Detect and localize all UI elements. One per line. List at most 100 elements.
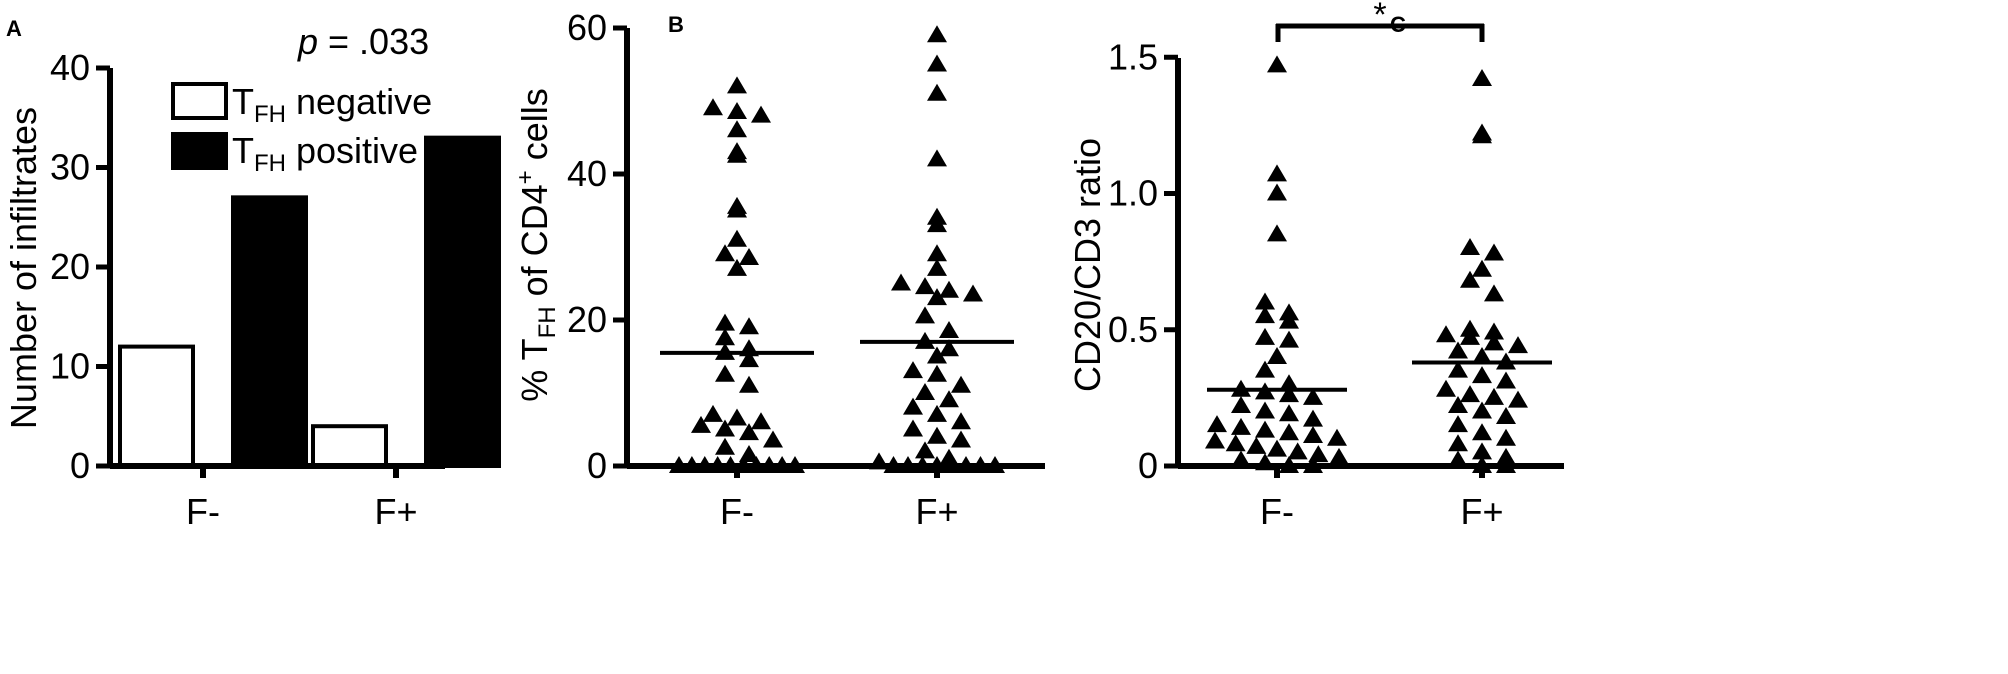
data-point-triangle bbox=[1267, 439, 1287, 457]
data-point-triangle bbox=[727, 76, 747, 94]
data-point-triangle bbox=[1255, 306, 1275, 324]
data-point-triangle bbox=[915, 383, 935, 400]
data-point-triangle bbox=[1448, 434, 1468, 452]
data-point-triangle bbox=[927, 83, 947, 101]
data-point-triangle bbox=[939, 280, 959, 298]
panel-c-points bbox=[1205, 55, 1528, 473]
bar-tfh-positive-0 bbox=[231, 195, 308, 468]
panel-a: p = .033 TFH negative TFH positive 0 10 20… bbox=[3, 21, 501, 532]
data-point-triangle bbox=[1303, 387, 1323, 405]
data-point-triangle bbox=[1246, 436, 1267, 454]
data-point-triangle bbox=[727, 408, 747, 426]
panel-a-p-value: p = .033 bbox=[297, 21, 429, 62]
data-point-triangle bbox=[1279, 385, 1299, 403]
data-point-triangle bbox=[1472, 423, 1492, 441]
x-tick-label: F+ bbox=[374, 491, 417, 532]
data-point-triangle bbox=[715, 313, 735, 331]
data-point-triangle bbox=[1472, 126, 1492, 144]
data-point-triangle bbox=[939, 339, 959, 357]
data-point-triangle bbox=[915, 306, 935, 324]
data-point-triangle bbox=[927, 346, 947, 364]
panel-a-y-axis-title: Number of infiltrates bbox=[3, 107, 44, 429]
data-point-triangle bbox=[1472, 259, 1492, 277]
data-point-triangle bbox=[939, 320, 959, 338]
data-point-triangle bbox=[1460, 385, 1480, 403]
data-point-triangle bbox=[703, 98, 723, 116]
data-point-triangle bbox=[927, 364, 947, 382]
data-point-triangle bbox=[715, 244, 735, 262]
data-point-triangle bbox=[927, 258, 947, 276]
data-point-triangle bbox=[739, 350, 759, 368]
y-tick-label: 40 bbox=[567, 153, 607, 194]
data-point-triangle bbox=[951, 412, 971, 430]
y-tick-label: 40 bbox=[50, 47, 90, 88]
y-tick-label: 10 bbox=[50, 346, 90, 387]
y-tick-label: 20 bbox=[50, 246, 90, 287]
data-point-triangle bbox=[751, 105, 771, 123]
y-tick-label: 20 bbox=[567, 299, 607, 340]
data-point-triangle bbox=[715, 328, 735, 346]
data-point-triangle bbox=[1448, 396, 1468, 414]
data-point-triangle bbox=[739, 375, 759, 393]
data-point-triangle bbox=[715, 419, 735, 437]
y-tick-label: 1.0 bbox=[1108, 173, 1158, 214]
legend-label-tfh-positive: TFH positive bbox=[232, 130, 418, 177]
data-point-triangle bbox=[1303, 409, 1323, 427]
data-point-triangle bbox=[1484, 322, 1504, 340]
panel-c-y-axis-title: CD20/CD3 ratio bbox=[1067, 138, 1108, 392]
data-point-triangle bbox=[1508, 390, 1528, 408]
data-point-triangle bbox=[1267, 347, 1287, 364]
data-point-triangle bbox=[1496, 406, 1516, 424]
data-point-triangle bbox=[727, 145, 747, 163]
data-point-triangle bbox=[763, 430, 783, 448]
x-tick-label: F- bbox=[186, 491, 220, 532]
data-point-triangle bbox=[1448, 415, 1468, 433]
data-point-triangle bbox=[1255, 327, 1275, 345]
panel-c: * 0 0.5 1.0 1.5 F- F+ CD20/CD3 ratio bbox=[1067, 0, 1564, 532]
data-point-triangle bbox=[1327, 428, 1347, 446]
y-tick-label: 60 bbox=[567, 7, 607, 48]
data-point-triangle bbox=[1460, 270, 1480, 288]
bar-tfh-negative-1 bbox=[311, 424, 388, 469]
data-point-triangle bbox=[1448, 360, 1468, 378]
x-tick-label: F- bbox=[720, 491, 754, 532]
data-point-triangle bbox=[1231, 417, 1251, 435]
data-point-triangle bbox=[927, 54, 947, 72]
data-point-triangle bbox=[727, 229, 747, 247]
data-point-triangle bbox=[927, 244, 947, 262]
y-tick-label: 30 bbox=[50, 147, 90, 188]
significance-star: * bbox=[1373, 0, 1386, 34]
panel-b-y-axis-title: % TFH of CD4+ cells bbox=[512, 88, 561, 401]
data-point-triangle bbox=[1460, 327, 1480, 345]
data-point-triangle bbox=[1287, 442, 1308, 460]
data-point-triangle bbox=[727, 120, 747, 138]
data-point-triangle bbox=[1436, 379, 1456, 397]
data-point-triangle bbox=[1225, 434, 1246, 452]
data-point-triangle bbox=[1231, 396, 1251, 414]
y-tick-label: 0 bbox=[1138, 445, 1158, 486]
bar-tfh-negative-0 bbox=[118, 344, 195, 469]
legend-swatch-tfh-positive bbox=[171, 132, 228, 170]
x-tick-label: F+ bbox=[1460, 491, 1503, 532]
data-point-triangle bbox=[927, 426, 947, 444]
data-point-triangle bbox=[1484, 243, 1504, 261]
panel-a-legend: TFH negative TFH positive bbox=[171, 81, 432, 177]
panel-c-means bbox=[1207, 360, 1552, 392]
data-point-triangle bbox=[1267, 183, 1287, 201]
data-point-triangle bbox=[927, 288, 947, 306]
data-point-triangle bbox=[903, 397, 923, 415]
data-point-triangle bbox=[1496, 428, 1516, 446]
data-point-triangle bbox=[951, 430, 971, 448]
data-point-triangle bbox=[1207, 415, 1227, 433]
y-tick-label: 0 bbox=[587, 445, 607, 486]
data-point-triangle bbox=[727, 200, 747, 218]
data-point-triangle bbox=[1484, 387, 1504, 405]
data-point-triangle bbox=[715, 364, 735, 382]
data-point-triangle bbox=[1267, 55, 1287, 73]
data-point-triangle bbox=[1448, 341, 1468, 359]
data-point-triangle bbox=[1496, 371, 1516, 389]
y-tick-label: 0 bbox=[70, 445, 90, 486]
y-tick-label: 0.5 bbox=[1108, 309, 1158, 350]
panel-c-significance-bracket: * bbox=[1275, 0, 1485, 42]
